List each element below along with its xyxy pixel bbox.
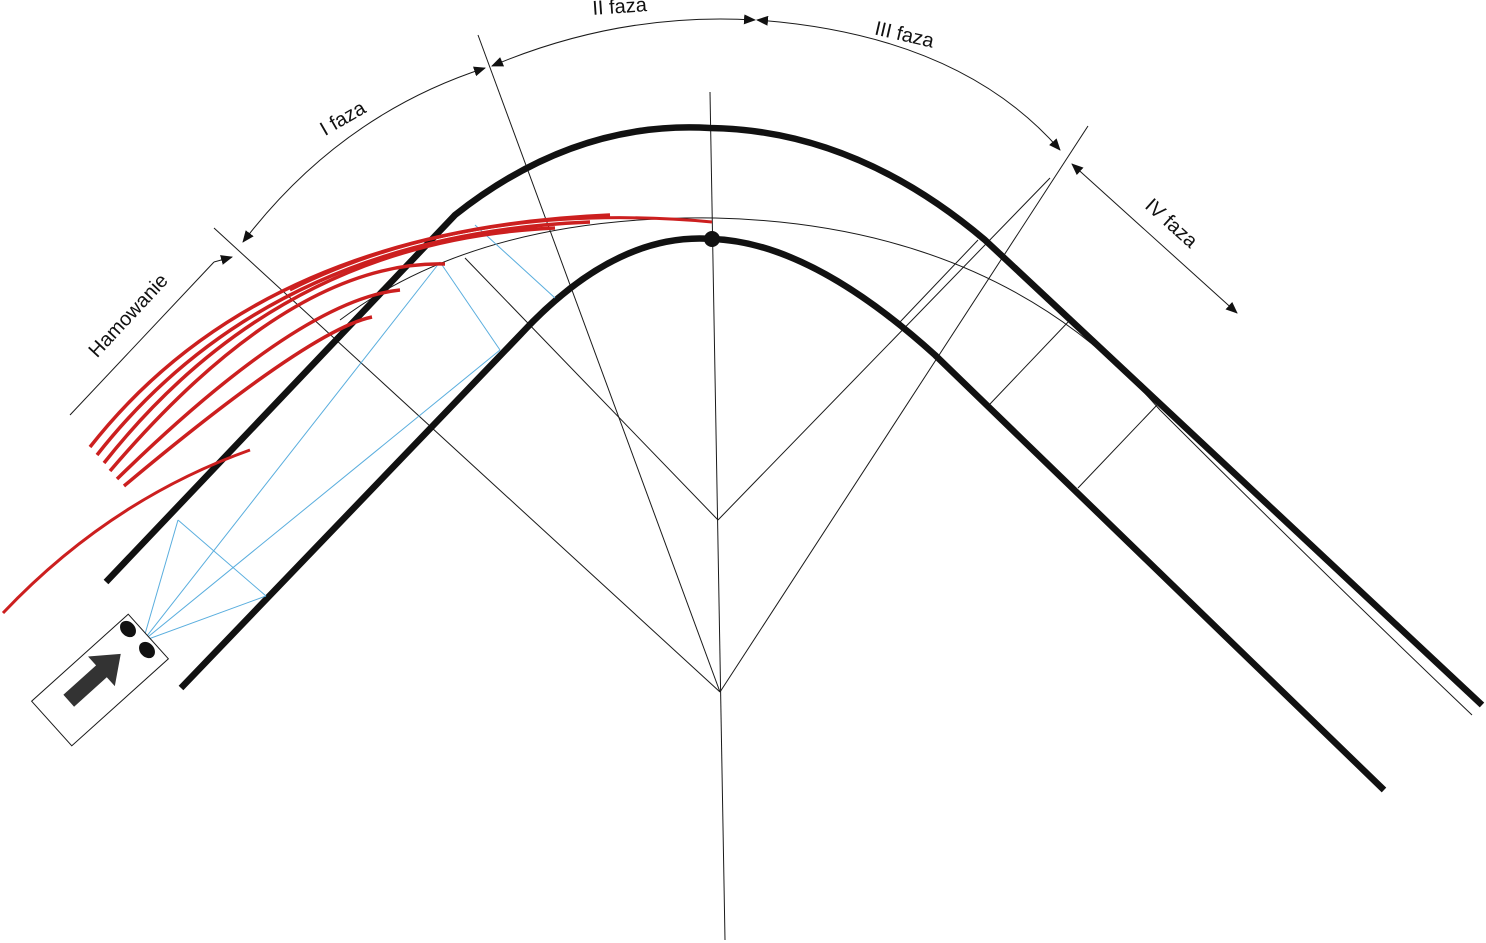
axis-line (709, 91, 726, 941)
braking-label: Hamowanie (85, 270, 173, 362)
radius-right-inner (717, 177, 1051, 521)
radius-phase1-start (213, 227, 721, 693)
arrow-up-right-icon (63, 653, 121, 707)
phase1-label: I faza (316, 97, 370, 141)
skid-mark-2 (95, 220, 591, 457)
skid-mark-8 (1, 448, 251, 615)
skid-mark-1 (88, 213, 611, 449)
road-outer-edge (103, 124, 1485, 708)
skid-mark-6 (122, 315, 373, 488)
vehicle-icon (120, 620, 155, 659)
sight-line-5 (177, 519, 267, 597)
construction-lines (69, 34, 1473, 941)
skid-mark-3 (102, 226, 556, 465)
phase4-dimension-line (1071, 163, 1238, 314)
skid-mark-5 (115, 288, 401, 481)
phase2-dimension-arc (491, 14, 756, 67)
sight-lines (142, 224, 556, 642)
apex-point (704, 231, 720, 247)
tick-3 (1077, 403, 1159, 489)
sight-line-7 (474, 224, 556, 299)
skid-marks (1, 213, 713, 615)
radius-phase3-end (719, 125, 1089, 693)
braking-dimension-tick (213, 255, 233, 265)
skid-mark-4 (108, 262, 446, 473)
sight-line-1 (142, 519, 179, 642)
radius-phase2-start (477, 34, 721, 693)
phase2-label: II faza (592, 0, 649, 20)
phase3-dimension-arc (756, 15, 1061, 151)
phase-dimensions (213, 14, 1238, 314)
braking-extent-line (69, 261, 215, 416)
phase3-label: III faza (873, 18, 937, 53)
phase1-dimension-arc (242, 66, 486, 243)
tick-1 (899, 239, 979, 323)
sight-line-4 (142, 349, 501, 642)
skid-mark-7 (289, 216, 713, 292)
sight-line-2 (142, 595, 267, 642)
sight-line-3 (142, 261, 441, 642)
tick-2 (989, 319, 1071, 405)
radius-left-inner (464, 257, 719, 521)
vehicle-marker (30, 613, 170, 747)
sight-line-6 (439, 261, 501, 351)
road (103, 124, 1485, 793)
phase4-label: IV faza (1141, 195, 1203, 254)
vehicle-path-curve (339, 217, 1473, 716)
